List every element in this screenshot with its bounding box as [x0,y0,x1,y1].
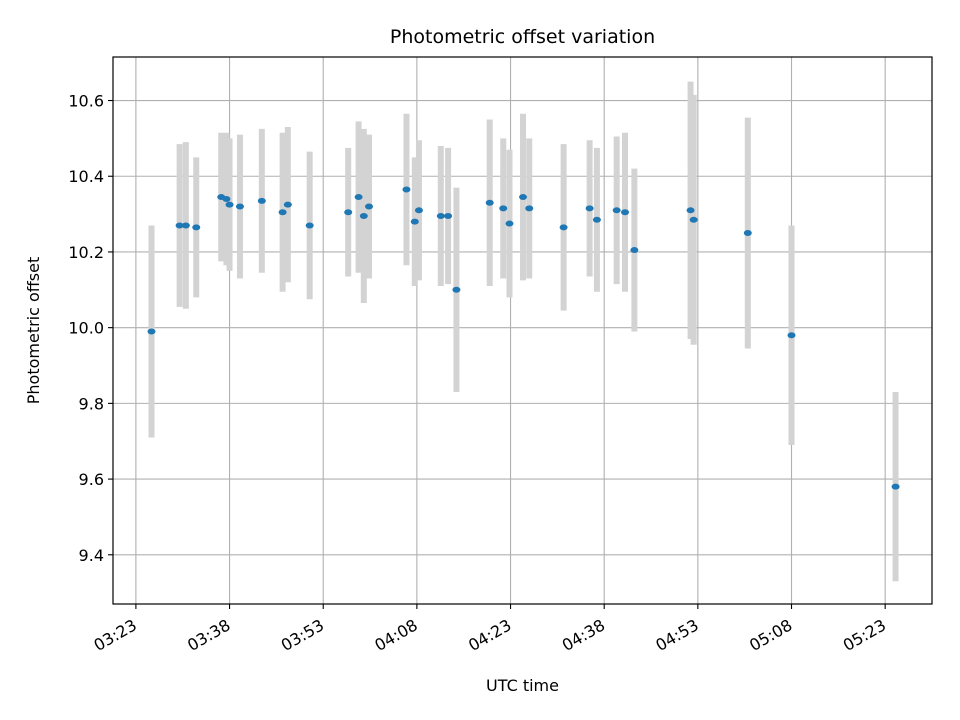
data-point [235,203,244,210]
y-axis-ticks: 9.4 9.6 9.8 10.0 10.2 10.4 10.6 [68,92,113,565]
data-point [436,212,445,219]
data-point [452,286,461,293]
data-point [225,201,234,208]
data-point [283,201,292,208]
data-point [519,194,528,201]
y-tick-label: 10.4 [68,167,104,186]
data-point [621,209,630,216]
y-tick-label: 10.0 [68,319,104,338]
data-point [181,222,190,229]
data-point [359,212,368,219]
y-tick-label: 9.8 [79,394,104,413]
y-tick-label: 10.6 [68,92,104,111]
data-point [222,195,231,202]
data-point [630,247,639,254]
data-point [592,216,601,223]
data-point [689,216,698,223]
data-point [410,218,419,225]
data-point [559,224,568,231]
y-axis-label: Photometric offset [24,257,43,405]
data-point [344,209,353,216]
data-point [365,203,374,210]
data-point [891,483,900,490]
data-point [499,205,508,212]
data-point [686,207,695,214]
data-point [525,205,534,212]
data-point [147,328,156,335]
data-point [175,222,184,229]
data-point [257,197,266,204]
y-tick-label: 10.2 [68,243,104,262]
data-point [402,186,411,193]
data-point [612,207,621,214]
data-point [278,209,287,216]
data-point [305,222,314,229]
data-point [787,332,796,339]
data-point [505,220,514,227]
y-tick-label: 9.6 [79,470,104,489]
data-point [585,205,594,212]
data-points [147,186,900,490]
data-point [743,230,752,237]
data-point [192,224,201,231]
y-tick-label: 9.4 [79,546,104,565]
chart-title: Photometric offset variation [390,26,655,48]
data-point [444,212,453,219]
data-point [414,207,423,214]
x-axis-label: UTC time [486,676,559,695]
data-point [485,199,494,206]
plot-frame [112,56,933,605]
data-point [354,194,363,201]
